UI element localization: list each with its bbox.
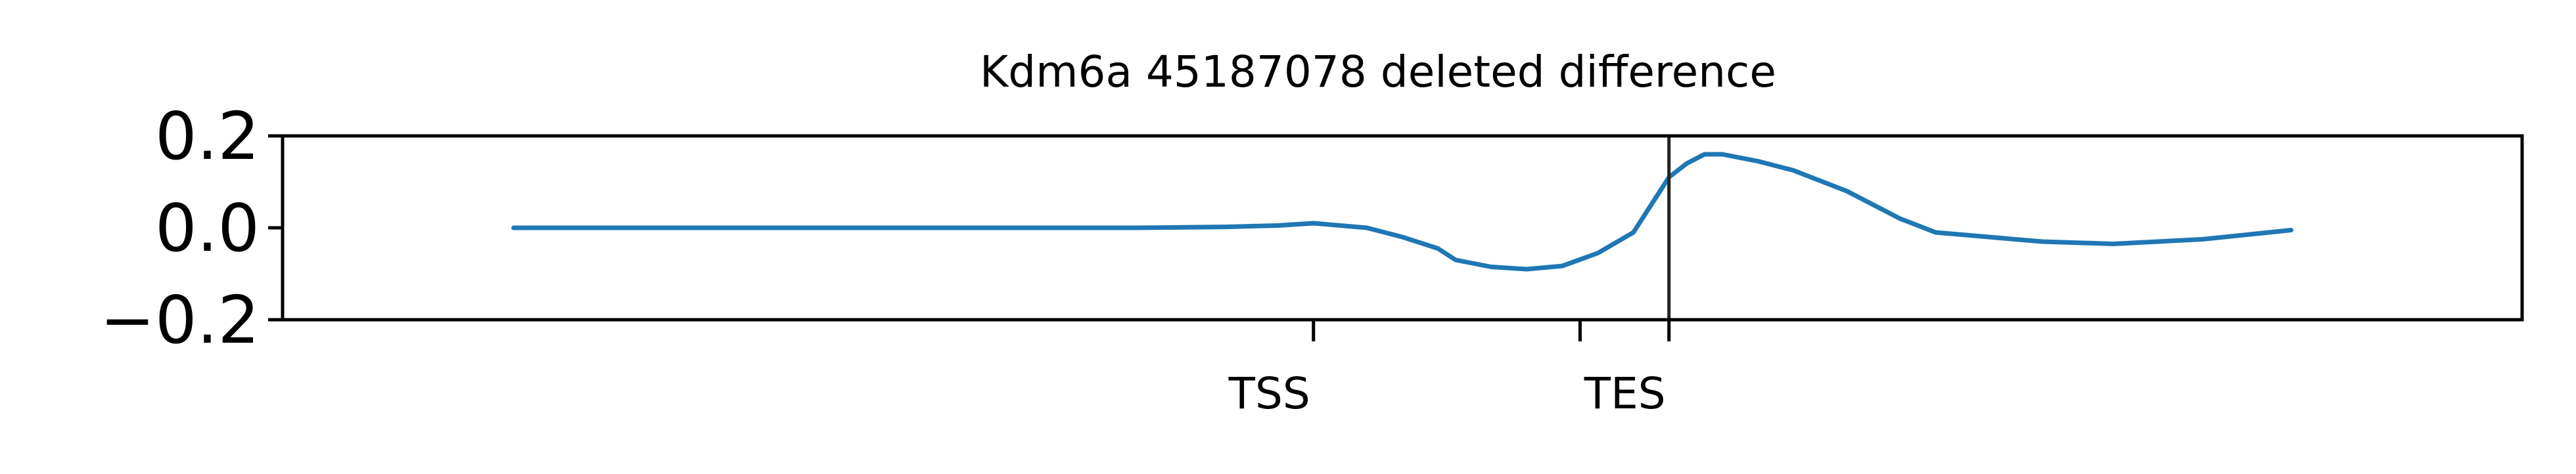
series-line-0 <box>511 152 2293 272</box>
y-tick-label-2: −0.2 <box>100 282 260 358</box>
y-tick-label-1: 0.0 <box>155 190 260 267</box>
x-tick-label-2: TES <box>1584 368 1666 419</box>
y-tick-label-0: 0.2 <box>155 98 260 175</box>
chart-title: Kdm6a 45187078 deleted difference <box>980 47 1776 97</box>
x-tick-label-0: TSS <box>1228 368 1310 419</box>
